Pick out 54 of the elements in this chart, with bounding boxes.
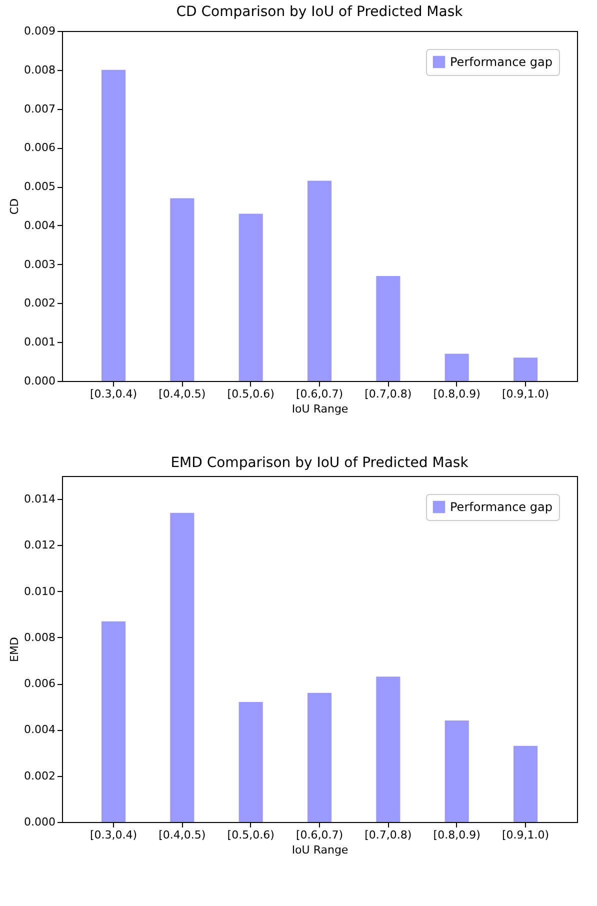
bar: [307, 180, 332, 381]
y-tick-label: 0.014: [24, 492, 56, 506]
bar: [513, 746, 538, 822]
y-tick-label: 0.012: [24, 538, 56, 552]
y-tick-label: 0.001: [24, 336, 56, 349]
bar: [238, 702, 263, 822]
x-tick-label: [0.5,0.6): [227, 828, 274, 842]
x-tick-label: [0.6,0.7): [296, 388, 344, 400]
x-tick-label: [0.6,0.7): [296, 828, 344, 842]
legend-label: Performance gap: [450, 500, 552, 514]
x-tick-label: [0.7,0.8): [364, 828, 412, 842]
y-tick-label: 0.006: [24, 141, 56, 154]
x-tick-label: [0.4,0.5): [158, 828, 206, 842]
y-tick-label: 0.004: [24, 218, 56, 232]
chart-title: CD Comparison by IoU of Predicted Mask: [176, 4, 464, 20]
x-tick-label: [0.3,0.4): [90, 388, 138, 400]
bar: [444, 354, 469, 381]
bar: [101, 70, 126, 381]
y-axis-title: CD: [8, 198, 22, 215]
bar: [170, 512, 194, 822]
y-axis-title: EMD: [8, 637, 22, 662]
y-tick-label: 0.000: [24, 374, 56, 388]
y-tick-label: 0.010: [24, 584, 56, 598]
x-axis-title: IoU Range: [292, 844, 348, 856]
y-tick-label: 0.002: [24, 769, 56, 782]
bar: [307, 692, 332, 822]
bar: [513, 358, 538, 381]
bar: [101, 621, 126, 822]
y-tick-label: 0.003: [24, 258, 56, 271]
bar: [444, 720, 469, 822]
x-tick-label: [0.9,1.0): [502, 828, 550, 842]
y-tick-label: 0.007: [24, 102, 56, 116]
bar: [376, 276, 400, 381]
y-tick-label: 0.008: [24, 630, 56, 644]
y-tick-label: 0.005: [24, 180, 56, 194]
x-tick-label: [0.8,0.9): [433, 828, 480, 842]
y-tick-label: 0.000: [24, 816, 56, 828]
bar: [238, 214, 263, 381]
x-tick-label: [0.8,0.9): [433, 388, 480, 400]
x-tick-label: [0.4,0.5): [158, 388, 206, 400]
chart-title: EMD Comparison by IoU of Predicted Mask: [170, 455, 470, 471]
y-tick-label: 0.008: [24, 63, 56, 76]
bar: [376, 676, 400, 822]
x-axis-title: IoU Range: [292, 402, 348, 416]
x-tick-label: [0.5,0.6): [227, 388, 274, 400]
x-tick-label: [0.9,1.0): [502, 388, 550, 400]
y-tick-label: 0.002: [24, 296, 56, 310]
x-tick-label: [0.3,0.4): [90, 828, 138, 842]
x-tick-label: [0.7,0.8): [364, 388, 412, 400]
legend-label: Performance gap: [450, 55, 552, 69]
y-tick-label: 0.004: [24, 723, 56, 736]
y-tick-label: 0.006: [24, 677, 56, 690]
y-tick-label: 0.009: [24, 24, 56, 38]
bar: [170, 198, 194, 381]
